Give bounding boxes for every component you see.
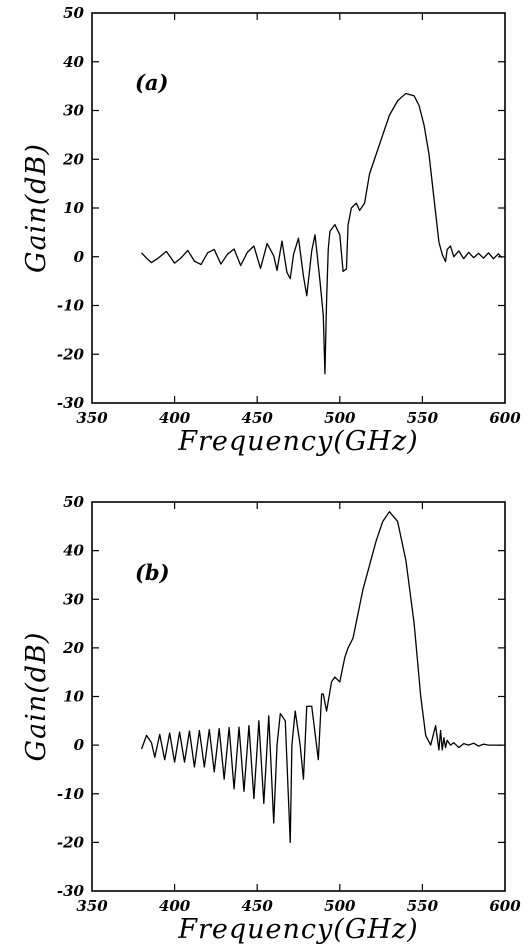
x-tick-label: 600 [489,897,521,915]
y-axis-title: Gain(dB) [21,143,52,273]
y-tick-label: 40 [63,542,84,560]
x-axis-title: Frequency(GHz) [177,914,418,945]
y-tick-label: 50 [63,493,84,511]
x-axis-title: Frequency(GHz) [177,426,418,457]
y-tick-label: 0 [74,736,85,754]
y-tick-label: 10 [63,688,84,706]
y-tick-label: 0 [74,248,85,266]
y-tick-label: -20 [57,833,85,851]
x-tick-label: 450 [242,409,274,427]
x-tick-label: 400 [159,897,191,915]
x-tick-label: 600 [489,409,521,427]
y-tick-label: -20 [57,345,85,363]
gain-curve [141,92,503,375]
x-tick-label: 450 [242,897,274,915]
y-tick-label: -30 [57,882,85,900]
y-tick-label: 40 [63,53,84,71]
x-tick-label: 350 [76,409,108,427]
y-tick-label: -30 [57,394,85,412]
y-tick-label: -10 [57,785,85,803]
x-tick-label: 500 [324,897,356,915]
panel-label: (a) [135,70,168,95]
x-tick-label: 500 [324,409,356,427]
x-tick-label: 550 [407,409,439,427]
y-tick-label: 10 [63,199,84,217]
x-tick-label: 350 [76,897,108,915]
x-tick-label: 550 [407,897,439,915]
panel-a: 350 400 450 500 550 600 -30 -20 -10 0 10 20 30 40 50 Fr… [21,4,521,457]
y-tick-label: 50 [63,4,84,22]
y-tick-label: 20 [62,150,84,168]
gain-curve [140,511,502,844]
y-tick-label: -10 [57,297,85,315]
panel-b: 350 400 450 500 550 600 -30 -20 -10 0 10 20 30 40 50 Fr… [21,493,521,945]
y-tick-label: 20 [62,639,84,657]
y-tick-label: 30 [63,102,84,120]
y-axis-title: Gain(dB) [21,632,52,762]
panel-label: (b) [135,560,170,585]
y-tick-label: 30 [63,590,84,608]
x-tick-label: 400 [159,409,191,427]
